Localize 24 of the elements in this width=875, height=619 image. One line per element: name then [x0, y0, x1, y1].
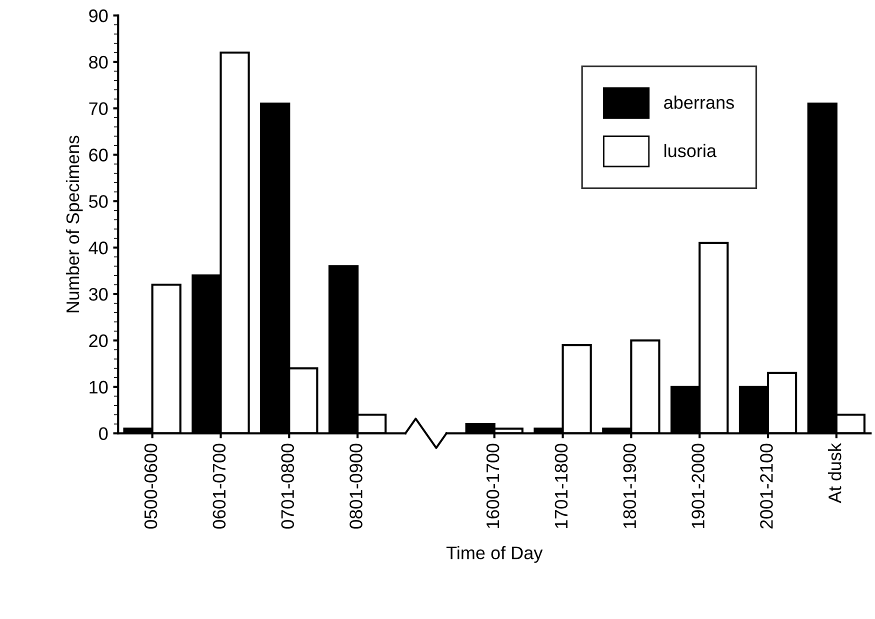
y-tick-label: 0: [99, 427, 108, 440]
x-tick-label: 0500-0600: [144, 444, 158, 529]
x-tick-label: 0801-0900: [350, 444, 362, 529]
y-tick-label: 50: [89, 195, 108, 208]
x-tick-label: 1701-1800: [554, 444, 568, 528]
y-tick-label: 60: [89, 148, 108, 162]
y-tick-label: 30: [89, 288, 108, 301]
y-tick-label: 70: [89, 102, 108, 116]
y-axis-title: Number of Specimens: [66, 136, 83, 312]
x-tick-label: At dusk: [828, 442, 842, 504]
x-tick-label: 0601-0700: [212, 444, 226, 529]
legend-label: lusoria: [664, 144, 717, 158]
y-tick-label: 20: [89, 334, 108, 348]
x-axis-title: Time of Day: [446, 546, 543, 563]
y-tick-label: 90: [89, 9, 108, 22]
x-tick-label: 1600-1700: [486, 444, 500, 528]
x-tick-label: 2001-2100: [760, 444, 773, 528]
y-tick-label: 80: [89, 56, 108, 69]
legend-label: aberrans: [664, 96, 734, 109]
y-tick-label: 10: [90, 380, 108, 394]
x-tick-label: 0701-0800: [281, 444, 294, 529]
y-tick-label: 40: [88, 242, 108, 254]
x-tick-label: 1901-2000: [692, 444, 704, 528]
x-tick-label: 1801-1900: [623, 444, 636, 528]
